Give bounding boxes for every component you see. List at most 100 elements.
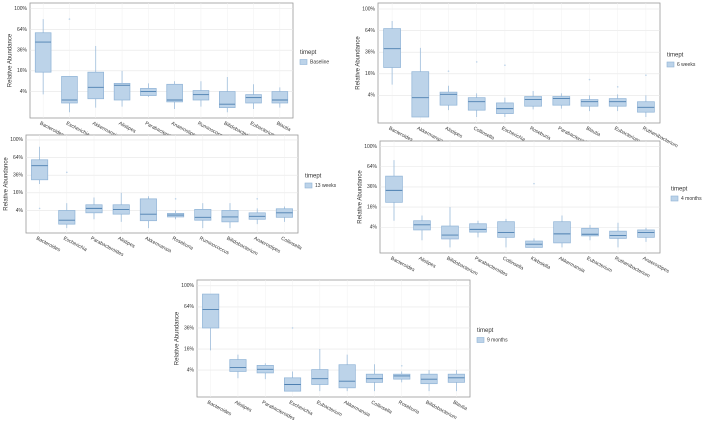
box: [311, 369, 329, 385]
x-tick-label: Bacteroides: [389, 256, 416, 274]
box: [385, 175, 403, 203]
box: [87, 71, 104, 100]
box: [192, 90, 210, 101]
box: [221, 210, 239, 223]
box: [552, 96, 571, 106]
outlier: [291, 327, 294, 329]
box: [553, 221, 571, 244]
legend-label: 6 weeks: [677, 62, 696, 68]
box: [229, 359, 247, 372]
x-tick-label: Akkermansia: [343, 400, 372, 419]
x-tick-label: Collinsella: [501, 256, 524, 272]
box: [441, 225, 459, 240]
legend-title: timept: [477, 328, 494, 334]
y-axis-title: Relative Abundance: [358, 170, 364, 224]
legend-label: 9 months: [487, 337, 508, 343]
x-tick-label: Escherichia: [500, 126, 526, 144]
box: [637, 229, 655, 238]
box: [166, 83, 183, 103]
y-tick-label: 64%: [17, 27, 28, 33]
box: [113, 82, 131, 101]
box: [271, 91, 289, 104]
outlier: [174, 198, 177, 200]
y-tick-label: 64%: [13, 155, 24, 161]
box: [411, 71, 430, 118]
legend-key: [666, 61, 675, 68]
box: [413, 220, 431, 231]
x-tick-label: Roseburia: [171, 236, 194, 252]
y-tick-label: 16%: [367, 204, 378, 210]
panel: 4% 16% 36% 64% 100% Relative Abundance Bactero…: [175, 279, 508, 422]
y-tick-label: 100%: [10, 137, 23, 143]
panel: 4% 16% 36% 64% 100% Relative Abundance Bactero…: [358, 140, 702, 279]
box: [31, 159, 49, 181]
y-tick-label: 36%: [365, 50, 376, 56]
outlier: [588, 78, 591, 81]
panel: 4% 16% 36% 64% 100% Relative Abundance Bactero…: [4, 134, 337, 258]
box: [34, 32, 52, 73]
box: [219, 91, 236, 108]
box: [338, 364, 356, 389]
x-tick-label: Blautia: [585, 126, 602, 139]
box: [469, 223, 487, 233]
x-tick-label: Eubacterium: [315, 400, 343, 418]
x-tick-label: Alistipes: [233, 400, 253, 414]
y-tick-label: 16%: [17, 68, 28, 74]
y-tick-label: 16%: [365, 71, 376, 77]
box: [581, 227, 599, 237]
legend-key: [299, 59, 308, 65]
y-axis-title: Relative Abundance: [8, 33, 14, 87]
y-tick-label: 100%: [362, 6, 375, 12]
legend-label: 13 weeks: [315, 183, 337, 189]
y-tick-label: 100%: [364, 144, 377, 150]
box: [524, 96, 542, 107]
x-tick-label: Roseburia: [397, 400, 420, 416]
y-tick-label: 36%: [184, 325, 195, 331]
y-tick-label: 16%: [13, 190, 24, 196]
y-tick-label: 16%: [184, 346, 195, 352]
legend-title: timept: [671, 187, 688, 193]
outlier: [504, 64, 506, 67]
outlier: [256, 198, 259, 200]
x-tick-label: Blautia: [275, 121, 292, 134]
y-axis-title: Relative Abundance: [4, 157, 10, 211]
legend-label: 4 months: [681, 196, 702, 202]
outlier: [475, 61, 478, 63]
x-tick-label: Collinsella: [280, 236, 303, 252]
box: [608, 98, 627, 107]
x-tick-label: Collinsella: [472, 126, 495, 142]
outlier: [447, 70, 450, 72]
box: [467, 97, 486, 111]
y-axis-title: Relative Abundance: [356, 36, 362, 90]
outlier: [66, 171, 68, 174]
outlier: [645, 74, 647, 76]
y-tick-label: 4%: [187, 367, 195, 373]
y-tick-label: 36%: [13, 173, 24, 179]
x-tick-label: Alistipes: [117, 236, 137, 250]
y-tick-label: 36%: [367, 184, 378, 190]
x-tick-label: Bacteroides: [206, 400, 233, 418]
x-tick-label: Eubacterium: [585, 256, 613, 274]
legend-title: timept: [305, 174, 322, 180]
outlier: [68, 18, 71, 20]
box: [580, 99, 599, 107]
legend-key: [476, 337, 485, 343]
y-tick-label: 100%: [181, 283, 194, 289]
box: [383, 28, 401, 68]
y-tick-label: 4%: [20, 89, 28, 95]
y-tick-label: 64%: [365, 28, 376, 34]
x-tick-label: Collinsella: [370, 400, 393, 416]
x-tick-label: Roseburia: [529, 126, 552, 142]
outlier: [616, 86, 619, 88]
y-tick-label: 4%: [370, 225, 378, 231]
x-tick-label: Klebsiella: [529, 256, 551, 271]
box: [61, 76, 78, 104]
legend-label: Baseline: [310, 59, 329, 65]
y-tick-label: 4%: [16, 208, 24, 214]
y-tick-label: 64%: [367, 164, 378, 170]
box: [497, 221, 515, 238]
y-axis-title: Relative Abundance: [175, 311, 181, 365]
legend-title: timept: [300, 50, 317, 56]
legend-key: [670, 195, 679, 202]
box: [609, 230, 627, 239]
